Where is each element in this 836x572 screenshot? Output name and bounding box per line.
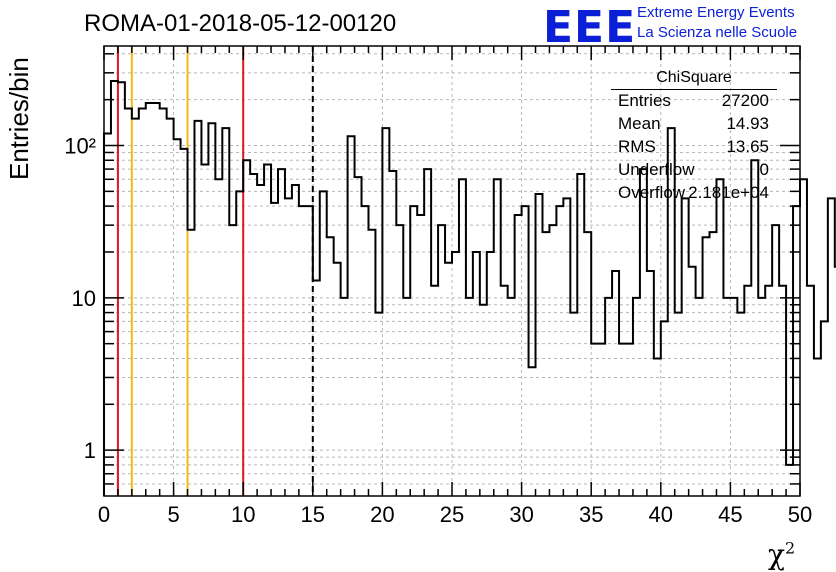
eee-logo: EEE (543, 2, 637, 53)
x-tick-label: 30 (509, 502, 533, 527)
x-tick-label: 5 (167, 502, 179, 527)
stats-value: 13.65 (726, 137, 769, 156)
stats-value: 0 (759, 160, 769, 179)
stats-key: Overflow (618, 183, 686, 202)
x-axis-label: χ2 (768, 538, 795, 571)
x-tick-label: 15 (301, 502, 325, 527)
x-tick-label: 10 (231, 502, 255, 527)
stats-row-entries: Entries 27200 (611, 90, 777, 113)
y-tick-label: 10 (72, 286, 96, 311)
x-tick-label: 0 (98, 502, 110, 527)
x-tick-label: 25 (440, 502, 464, 527)
brand-line-2: La Scienza nelle Scuole (637, 24, 798, 41)
stats-key: Entries (618, 91, 671, 110)
stats-key: RMS (618, 137, 656, 156)
stats-row-mean: Mean 14.93 (611, 113, 777, 136)
axis-tick-labels: 0 5 10 15 20 25 30 35 40 45 50 1 10 10² (64, 133, 812, 527)
y-tick-label: 10² (64, 133, 96, 158)
reference-lines (116, 46, 314, 496)
x-tick-label: 40 (649, 502, 673, 527)
stats-row-underflow: Underflow 0 (611, 159, 777, 182)
stats-key: Underflow (618, 160, 695, 179)
x-tick-label: 50 (788, 502, 812, 527)
y-tick-label: 1 (84, 438, 96, 463)
stats-key: Mean (618, 114, 661, 133)
grid (104, 46, 800, 496)
stats-row-rms: RMS 13.65 (611, 136, 777, 159)
stats-value: 14.93 (726, 114, 769, 133)
chart-title: ROMA-01-2018-05-12-00120 (84, 10, 397, 37)
histogram-series (103, 80, 836, 496)
stats-value: 2.181e+04 (688, 183, 769, 202)
axis-ticks (103, 46, 801, 496)
x-tick-label: 35 (579, 502, 603, 527)
stats-title: ChiSquare (611, 66, 777, 90)
brand-line-1: Extreme Energy Events (637, 4, 795, 21)
x-axis-label-base: χ (768, 538, 785, 571)
stats-value: 27200 (721, 91, 769, 110)
x-tick-label: 20 (370, 502, 394, 527)
x-axis-label-superscript: 2 (784, 538, 796, 558)
y-axis-label: Entries/bin (4, 57, 34, 180)
stats-row-overflow: Overflow 2.181e+04 (611, 182, 777, 205)
statistics-box: ChiSquare Entries 27200 Mean 14.93 RMS 1… (611, 66, 777, 205)
x-tick-label: 45 (718, 502, 742, 527)
